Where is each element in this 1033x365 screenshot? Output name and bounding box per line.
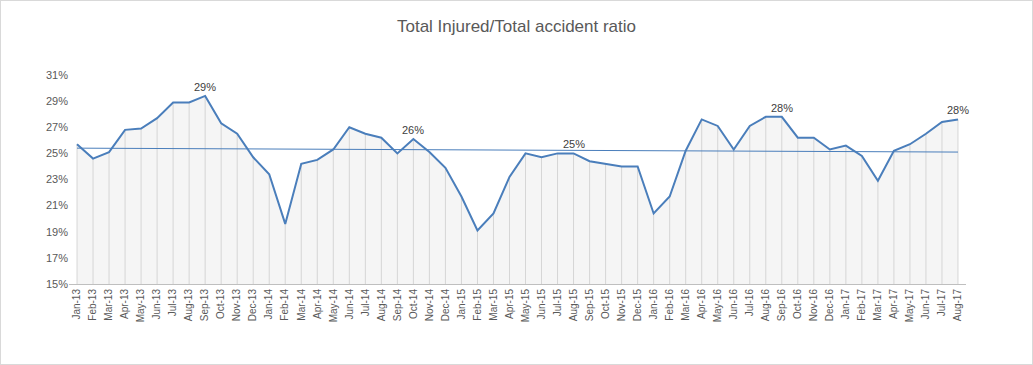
svg-text:23%: 23% [46, 173, 68, 185]
svg-text:May-16: May-16 [712, 289, 723, 323]
svg-text:Dec-14: Dec-14 [440, 289, 451, 322]
svg-text:Feb-13: Feb-13 [87, 289, 98, 321]
svg-text:May-13: May-13 [135, 289, 146, 323]
svg-text:Oct-15: Oct-15 [600, 289, 611, 319]
svg-text:Jun-15: Jun-15 [536, 289, 547, 320]
svg-text:Jul-14: Jul-14 [360, 289, 371, 317]
svg-text:Apr-14: Apr-14 [312, 289, 323, 319]
svg-text:Jun-17: Jun-17 [920, 289, 931, 320]
svg-text:Total Injured/Total accident r: Total Injured/Total accident ratio [397, 17, 636, 36]
svg-text:17%: 17% [46, 252, 68, 264]
svg-text:Feb-16: Feb-16 [664, 289, 675, 321]
svg-text:Jul-15: Jul-15 [552, 289, 563, 317]
svg-text:Mar-13: Mar-13 [103, 289, 114, 321]
svg-text:Jul-17: Jul-17 [936, 289, 947, 317]
svg-text:Mar-17: Mar-17 [872, 289, 883, 321]
svg-text:29%: 29% [46, 95, 68, 107]
svg-text:Jun-13: Jun-13 [151, 289, 162, 320]
svg-text:Feb-17: Feb-17 [856, 289, 867, 321]
svg-text:Apr-17: Apr-17 [888, 289, 899, 319]
svg-text:Apr-15: Apr-15 [504, 289, 515, 319]
svg-text:25%: 25% [46, 147, 68, 159]
svg-text:31%: 31% [46, 69, 68, 81]
svg-text:28%: 28% [771, 102, 793, 114]
svg-text:Mar-14: Mar-14 [296, 289, 307, 321]
svg-text:Nov-13: Nov-13 [231, 289, 242, 322]
svg-text:27%: 27% [46, 121, 68, 133]
svg-text:Oct-14: Oct-14 [408, 289, 419, 319]
svg-text:29%: 29% [194, 81, 216, 93]
svg-text:Oct-13: Oct-13 [215, 289, 226, 319]
svg-text:Mar-15: Mar-15 [488, 289, 499, 321]
svg-text:21%: 21% [46, 199, 68, 211]
svg-text:26%: 26% [402, 124, 424, 136]
svg-text:Nov-14: Nov-14 [424, 289, 435, 322]
svg-text:Dec-16: Dec-16 [824, 289, 835, 322]
svg-text:Jan-15: Jan-15 [456, 289, 467, 320]
svg-text:Sep-13: Sep-13 [199, 289, 210, 322]
svg-text:Jan-17: Jan-17 [840, 289, 851, 320]
svg-text:Sep-14: Sep-14 [392, 289, 403, 322]
svg-text:Aug-17: Aug-17 [952, 289, 963, 322]
svg-text:28%: 28% [947, 104, 969, 116]
svg-text:Jun-14: Jun-14 [344, 289, 355, 320]
svg-text:Dec-15: Dec-15 [632, 289, 643, 322]
svg-text:May-17: May-17 [904, 289, 915, 323]
svg-text:Jul-13: Jul-13 [167, 289, 178, 317]
svg-text:Feb-14: Feb-14 [279, 289, 290, 321]
svg-text:25%: 25% [563, 138, 585, 150]
svg-text:Oct-16: Oct-16 [792, 289, 803, 319]
svg-text:15%: 15% [46, 278, 68, 290]
svg-text:May-14: May-14 [328, 289, 339, 323]
svg-text:Apr-13: Apr-13 [119, 289, 130, 319]
svg-text:Jan-16: Jan-16 [648, 289, 659, 320]
svg-text:Aug-16: Aug-16 [760, 289, 771, 322]
svg-text:19%: 19% [46, 226, 68, 238]
svg-text:Aug-13: Aug-13 [183, 289, 194, 322]
svg-text:Jun-16: Jun-16 [728, 289, 739, 320]
svg-text:Jan-14: Jan-14 [263, 289, 274, 320]
svg-text:Jul-16: Jul-16 [744, 289, 755, 317]
svg-text:Jan-13: Jan-13 [71, 289, 82, 320]
svg-text:Dec-13: Dec-13 [247, 289, 258, 322]
svg-text:Mar-16: Mar-16 [680, 289, 691, 321]
svg-text:Feb-15: Feb-15 [472, 289, 483, 321]
svg-text:Sep-16: Sep-16 [776, 289, 787, 322]
svg-text:Sep-15: Sep-15 [584, 289, 595, 322]
svg-text:Aug-14: Aug-14 [376, 289, 387, 322]
svg-text:May-15: May-15 [520, 289, 531, 323]
svg-text:Nov-15: Nov-15 [616, 289, 627, 322]
svg-text:Aug-15: Aug-15 [568, 289, 579, 322]
svg-text:Nov-16: Nov-16 [808, 289, 819, 322]
svg-text:Apr-16: Apr-16 [696, 289, 707, 319]
